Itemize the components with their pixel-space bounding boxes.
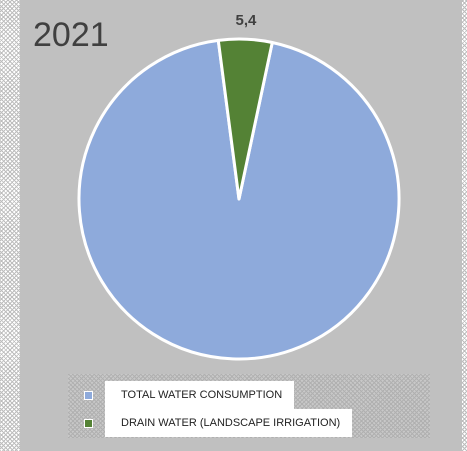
legend-item-total-water: TOTAL WATER CONSUMPTION (68, 381, 368, 409)
legend-item-drain-water: DRAIN WATER (LANDSCAPE IRRIGATION) (68, 409, 418, 437)
legend-swatch-drain-water (84, 419, 93, 428)
right-pattern-border (462, 0, 467, 451)
pie-slice-drain-water (216, 37, 274, 201)
legend-label-total-water: TOTAL WATER CONSUMPTION (105, 381, 295, 409)
left-pattern-border (0, 0, 20, 451)
legend: TOTAL WATER CONSUMPTION DRAIN WATER (LAN… (68, 374, 430, 438)
legend-label-drain-water: DRAIN WATER (LANDSCAPE IRRIGATION) (105, 409, 353, 437)
chart-panel: 2021 5,4 TOTAL WATER CONSUMPTION DRAIN W… (20, 0, 462, 451)
data-label-drain-water: 5,4 (235, 12, 257, 29)
chart-title: 2021 (33, 16, 109, 54)
pie-chart: 5,4 (77, 12, 401, 361)
legend-swatch-total-water (84, 391, 93, 400)
